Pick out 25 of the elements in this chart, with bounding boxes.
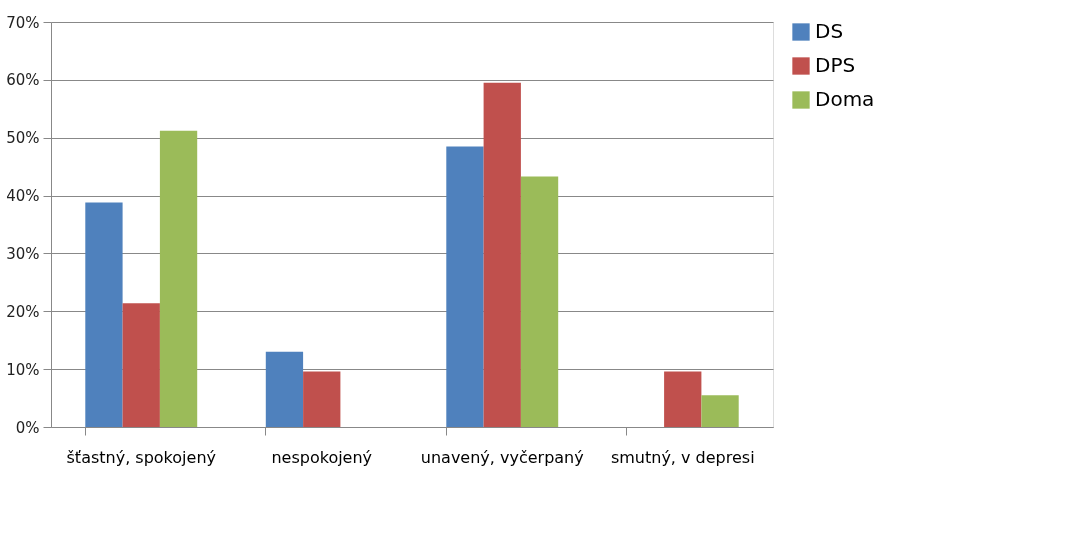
y-tick-label: 60% xyxy=(6,71,40,90)
bar xyxy=(122,303,160,427)
bar xyxy=(159,130,198,427)
legend-label: DS xyxy=(815,19,844,43)
y-tick-label: 70% xyxy=(6,13,40,32)
bar xyxy=(303,371,341,427)
y-tick-label: 10% xyxy=(6,360,40,379)
y-tick-label: 30% xyxy=(6,244,40,263)
bar xyxy=(701,395,739,427)
x-tick-label: smutný, v depresi xyxy=(610,447,755,467)
x-tick-label: unavený, vyčerpaný xyxy=(420,447,584,467)
bar xyxy=(446,146,484,427)
x-tick-label: šťastný, spokojený xyxy=(66,447,216,467)
legend-label: DPS xyxy=(815,53,856,77)
bar xyxy=(85,202,123,427)
x-tick-label: nespokojený xyxy=(271,447,373,467)
bar xyxy=(483,82,521,427)
y-tick-label: 0% xyxy=(15,418,40,437)
y-tick-label: 20% xyxy=(6,302,40,321)
bar xyxy=(520,176,559,427)
legend-label: Doma xyxy=(815,87,875,111)
y-tick-label: 40% xyxy=(6,187,40,206)
bar xyxy=(265,351,304,427)
y-tick-label: 50% xyxy=(6,129,40,148)
bar xyxy=(664,371,702,427)
